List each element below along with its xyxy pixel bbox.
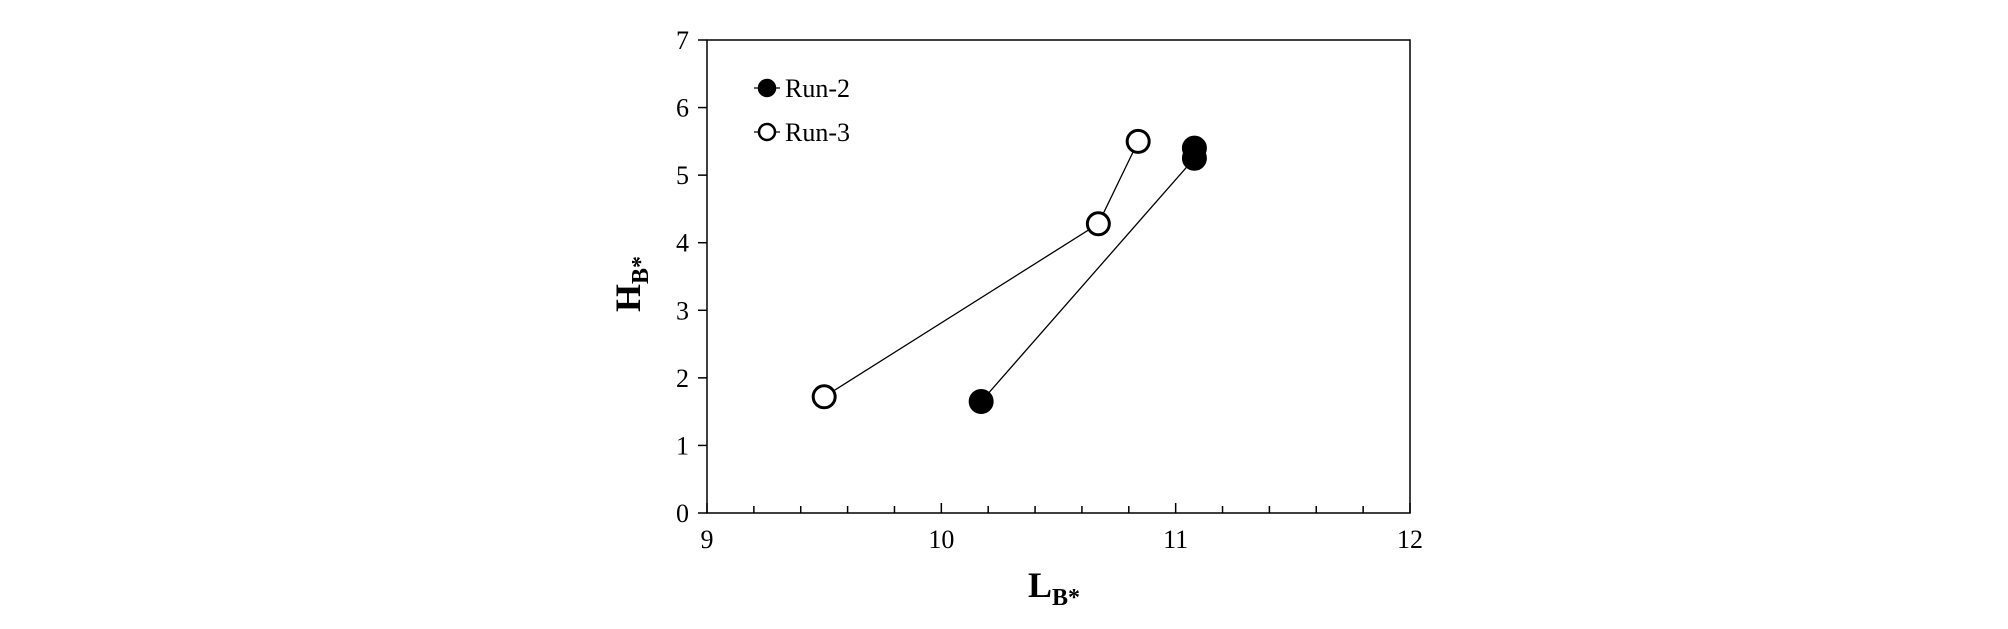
data-series [811, 128, 1207, 415]
y-tick-label: 6 [676, 94, 689, 123]
data-point [811, 384, 837, 410]
data-point [1181, 135, 1207, 161]
legend: Run-2 Run-3 [754, 74, 850, 147]
data-point [1125, 128, 1151, 154]
legend-label: Run-2 [785, 74, 850, 103]
y-tick-label: 3 [676, 296, 689, 325]
y-tick-label: 2 [676, 364, 689, 393]
y-tick-label: 0 [676, 499, 689, 528]
plot-frame [706, 39, 1411, 514]
x-axis-title-subscript: B* [1052, 585, 1080, 611]
data-point [968, 389, 994, 415]
legend-marker [757, 122, 777, 142]
x-tick-label: 11 [1163, 525, 1188, 554]
x-axis-title: LB* [1028, 565, 1080, 611]
x-tick-label: 9 [701, 525, 714, 554]
x-tick-label: 10 [928, 525, 954, 554]
series-line [823, 141, 1139, 398]
y-tick-label: 5 [676, 161, 689, 190]
series-line [980, 148, 1196, 402]
x-tick-label: 12 [1397, 525, 1423, 554]
y-tick-label: 7 [676, 26, 689, 55]
y-tick-label: 4 [676, 229, 689, 258]
y-axis-title-main: H [608, 284, 648, 312]
legend-label: Run-3 [785, 118, 850, 147]
y-axis-title: HB* [608, 256, 654, 312]
legend-marker [757, 78, 777, 98]
y-axis-title-subscript: B* [628, 256, 654, 284]
x-axis-title-main: L [1028, 565, 1052, 605]
axis-ticks [698, 39, 1411, 514]
y-tick-label: 1 [676, 431, 689, 460]
data-point [1085, 211, 1111, 237]
